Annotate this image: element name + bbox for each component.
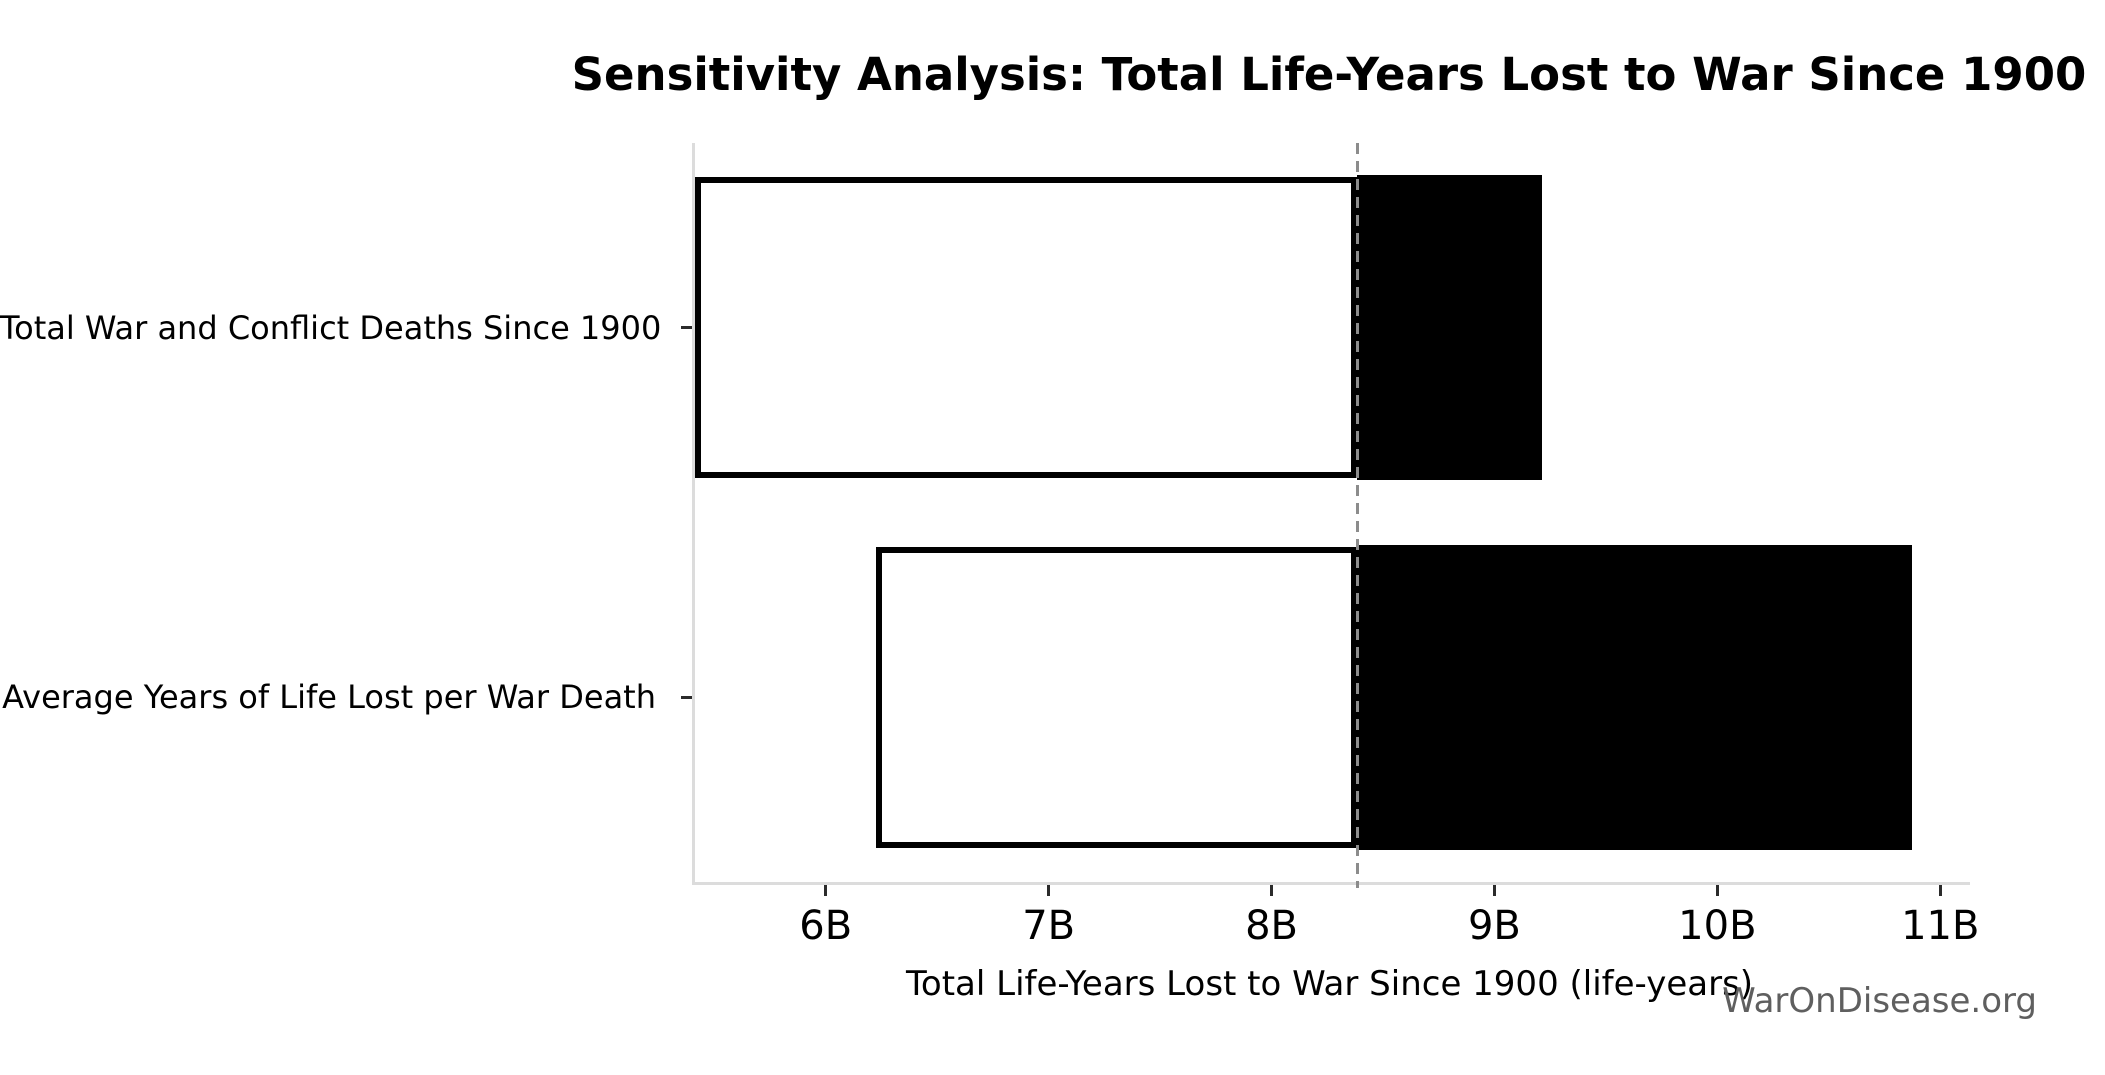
x-tick-label: 10B: [1678, 903, 1757, 949]
y-tick-label: Average Years of Life Lost per War Death: [2, 678, 656, 717]
y-axis-tick: [681, 326, 692, 330]
y-tick-label: Total War and Conflict Deaths Since 1900: [0, 308, 662, 347]
x-tick-label: 9B: [1467, 903, 1521, 949]
bar-low-segment: [695, 177, 1358, 479]
baseline-dashed-line: [1355, 143, 1359, 888]
chart-title: Sensitivity Analysis: Total Life-Years L…: [571, 48, 2087, 101]
bar-high-segment: [1357, 175, 1543, 481]
x-tick-label: 8B: [1245, 903, 1298, 949]
x-tick-label: 6B: [799, 903, 853, 949]
x-axis-tick: [1938, 885, 1942, 896]
y-axis-tick: [681, 695, 692, 699]
x-axis-tick: [1270, 885, 1274, 896]
x-axis-tick: [1047, 885, 1051, 896]
x-axis-tick: [1715, 885, 1719, 896]
x-axis-tick: [824, 885, 828, 896]
x-tick-label: 7B: [1022, 903, 1076, 949]
x-axis-label: Total Life-Years Lost to War Since 1900 …: [905, 964, 1754, 1004]
x-axis-tick: [1492, 885, 1496, 896]
x-tick-label: 11B: [1901, 903, 1980, 949]
bar-high-segment: [1357, 544, 1913, 850]
plot-area: [692, 143, 1970, 888]
watermark: WarOnDisease.org: [1722, 981, 2037, 1021]
bar-low-segment: [875, 546, 1357, 848]
